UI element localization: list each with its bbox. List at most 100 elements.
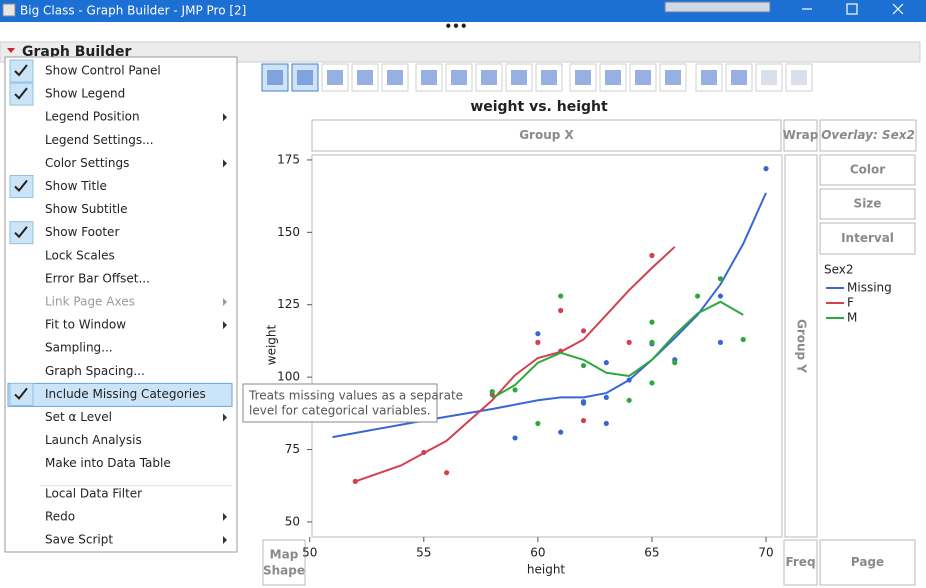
menu-item[interactable]: Redo [45, 509, 75, 523]
y-axis-label: weight [265, 324, 279, 365]
data-point [763, 166, 769, 172]
drag-handle[interactable]: ••• [444, 20, 467, 34]
map-shape-label: Shape [263, 564, 305, 578]
overlay-zone[interactable] [819, 119, 917, 152]
menu-item[interactable]: Graph Spacing... [45, 364, 145, 378]
menu-item[interactable]: Show Footer [45, 225, 119, 239]
data-point [421, 449, 427, 456]
menu-item[interactable]: Set α Level [45, 410, 112, 424]
group-x-label: Group X [519, 128, 574, 142]
data-point [649, 319, 655, 325]
menu-item[interactable]: Error Bar Offset... [45, 271, 150, 285]
data-point [580, 400, 587, 406]
group-y-zone[interactable] [784, 154, 818, 538]
color-zone[interactable] [819, 154, 916, 186]
map-shape-zone[interactable] [262, 539, 306, 586]
data-point [512, 435, 518, 441]
data-point [535, 339, 541, 345]
x-tick-label: 55 [416, 546, 431, 560]
menu-item: Link Page Axes [45, 295, 135, 309]
data-point [626, 397, 632, 403]
chart-type-button[interactable] [785, 63, 813, 92]
plot-frame [311, 154, 783, 538]
toolbar [261, 63, 813, 92]
menu-item[interactable]: Save Script [45, 533, 113, 547]
data-point [603, 420, 609, 427]
data-point [603, 394, 609, 401]
check-mark [14, 387, 28, 400]
data-point [740, 336, 746, 343]
chart-type-icon [605, 70, 621, 85]
y-tick-label: 50 [285, 514, 300, 528]
tooltip-box [242, 383, 438, 423]
menu-highlight [7, 382, 233, 407]
menu-item[interactable]: Local Data Filter [45, 486, 142, 500]
check-mark [14, 64, 28, 77]
x-tick-label: 70 [758, 546, 773, 560]
chart-type-icon [791, 70, 807, 85]
legend-entry[interactable]: F [847, 296, 854, 310]
interval-label: Interval [841, 231, 894, 245]
check-mark [14, 179, 28, 192]
data-point [626, 377, 632, 383]
chart-type-icon [575, 70, 591, 85]
data-point [558, 293, 564, 299]
toolbar-mini[interactable] [664, 1, 771, 13]
menu-item[interactable]: Launch Analysis [45, 433, 142, 447]
data-point [352, 478, 358, 484]
menu-item[interactable]: Fit to Window [45, 318, 126, 332]
legend-entry[interactable]: Missing [847, 281, 892, 295]
data-point [649, 339, 655, 345]
data-point [603, 360, 609, 366]
chart-type-icon [421, 70, 437, 85]
tooltip-text: Treats missing values as a separate [248, 389, 463, 403]
legend-entry[interactable]: M [847, 311, 857, 325]
menu-item[interactable]: Sampling... [45, 341, 113, 355]
chart-type-icon [541, 70, 557, 85]
group-x-zone[interactable] [311, 119, 782, 152]
menu-item[interactable]: Show Legend [45, 87, 125, 101]
maximize-button[interactable] [846, 3, 858, 15]
chart-type-icon [357, 70, 373, 85]
smoother-line [354, 246, 676, 483]
map-shape-label: Map [270, 548, 299, 562]
submenu-arrow [223, 512, 227, 521]
chart-type-icon [701, 70, 717, 85]
close-button[interactable] [892, 3, 904, 15]
menu-item[interactable]: Include Missing Categories [45, 387, 206, 401]
red-triangle[interactable] [7, 48, 15, 53]
legend-title: Sex2 [824, 263, 854, 277]
size-zone[interactable] [819, 188, 916, 220]
x-tick-label: 50 [302, 546, 317, 560]
menu-item[interactable]: Show Title [45, 179, 107, 193]
menu-item[interactable]: Legend Position [45, 110, 140, 124]
chart-title: weight vs. height [470, 99, 608, 115]
interval-zone[interactable] [819, 222, 916, 255]
menu-item[interactable]: Lock Scales [45, 248, 115, 262]
context-menu: Show Control Panel Show Legend Legend Posi… [4, 56, 238, 553]
menu-item[interactable]: Color Settings [45, 156, 129, 170]
check-mark [14, 226, 28, 239]
page-zone[interactable] [819, 539, 916, 586]
size-label: Size [854, 197, 882, 211]
menu-item[interactable]: Show Subtitle [45, 202, 128, 216]
y-tick-label: 100 [277, 370, 300, 384]
x-tick-label: 60 [530, 546, 545, 560]
menu-item[interactable]: Make into Data Table [45, 456, 171, 470]
chart-type-icon [761, 70, 777, 85]
wrap-label: Wrap [783, 128, 819, 142]
chart-type-icon [297, 70, 313, 85]
wrap-zone[interactable] [783, 119, 818, 152]
chart-type-icon [731, 70, 747, 85]
chart-type-icon [451, 70, 467, 85]
menu-item[interactable]: Show Control Panel [45, 64, 161, 78]
chart-type-icon [267, 70, 283, 85]
freq-zone[interactable] [783, 539, 818, 586]
y-tick-label: 75 [285, 442, 300, 456]
overlay-label: Overlay: Sex2 [821, 128, 915, 142]
y-tick-label: 175 [277, 152, 300, 166]
freq-label: Freq [785, 555, 815, 569]
menu-item[interactable]: Legend Settings... [45, 133, 154, 147]
submenu-arrow [223, 413, 227, 422]
window-title: Big Class - Graph Builder - JMP Pro [2] [20, 4, 246, 18]
